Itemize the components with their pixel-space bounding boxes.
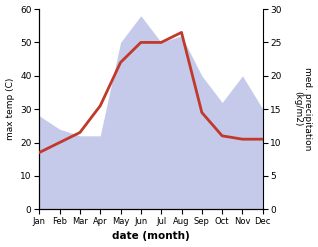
X-axis label: date (month): date (month): [112, 231, 190, 242]
Y-axis label: med. precipitation
(kg/m2): med. precipitation (kg/m2): [293, 67, 313, 151]
Y-axis label: max temp (C): max temp (C): [5, 78, 15, 140]
